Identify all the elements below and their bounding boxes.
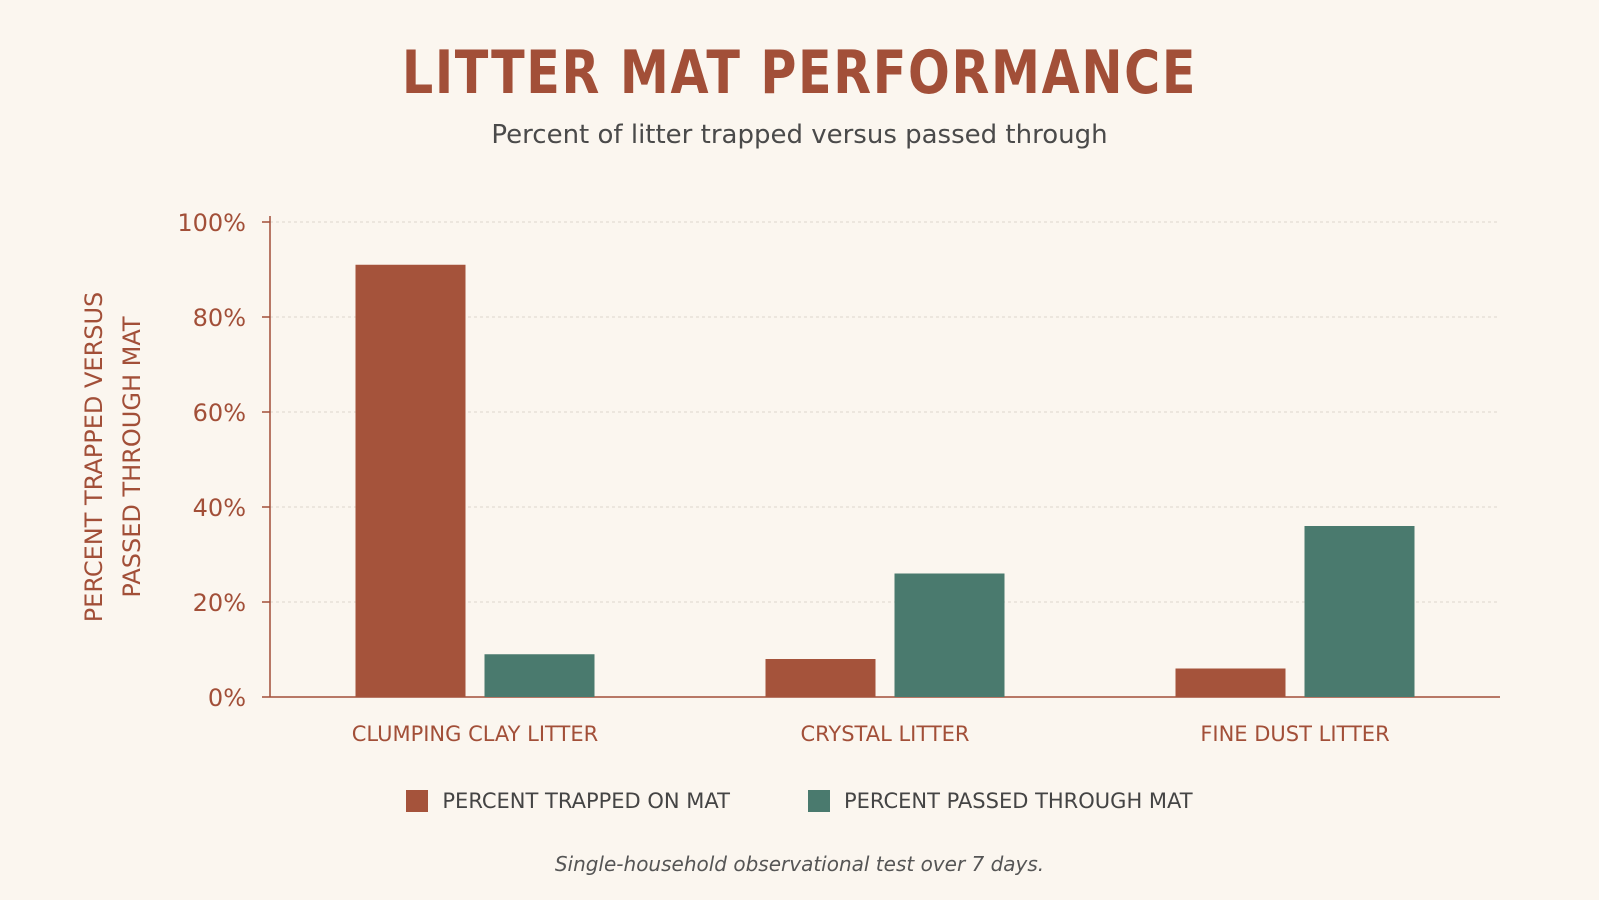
bar-trapped xyxy=(355,264,466,697)
y-tick-label: 80% xyxy=(193,304,246,332)
footnote: Single-household observational test over… xyxy=(554,852,1045,876)
bar-trapped xyxy=(765,659,876,697)
y-tick-label: 100% xyxy=(177,209,246,237)
legend: PERCENT TRAPPED ON MAT PERCENT PASSED TH… xyxy=(0,789,1599,813)
legend-item-trapped: PERCENT TRAPPED ON MAT xyxy=(406,789,730,813)
bar-trapped xyxy=(1175,668,1286,697)
y-tick-label: 60% xyxy=(193,399,246,427)
chart-title: LITTER MAT PERFORMANCE xyxy=(401,38,1198,108)
bar-passed xyxy=(484,654,595,697)
legend-label-passed: PERCENT PASSED THROUGH MAT xyxy=(843,789,1193,813)
bar-passed xyxy=(894,573,1005,697)
chart-subtitle: Percent of litter trapped versus passed … xyxy=(491,120,1108,150)
y-tick-label: 40% xyxy=(193,494,246,522)
legend-label-trapped: PERCENT TRAPPED ON MAT xyxy=(442,789,730,813)
x-category-label: CLUMPING CLAY LITTER xyxy=(352,722,598,746)
y-tick-label: 0% xyxy=(208,684,246,712)
bar-passed xyxy=(1304,526,1415,697)
x-category-label: CRYSTAL LITTER xyxy=(800,722,969,746)
legend-item-passed: PERCENT PASSED THROUGH MAT xyxy=(807,789,1193,813)
x-category-label: FINE DUST LITTER xyxy=(1200,722,1389,746)
y-tick-label: 20% xyxy=(193,589,246,617)
legend-swatch-passed xyxy=(807,790,830,812)
legend-swatch-trapped xyxy=(406,790,429,812)
